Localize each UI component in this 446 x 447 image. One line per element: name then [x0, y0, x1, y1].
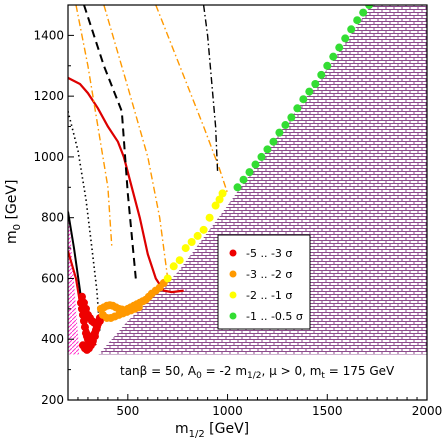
data-point-s2-3 [181, 244, 190, 253]
data-point-s3-7 [275, 128, 284, 137]
contour-line-4 [75, 5, 113, 249]
contour-line-5 [103, 5, 169, 279]
data-point-s3-22 [365, 5, 374, 9]
data-point-s3-0 [233, 183, 242, 192]
x-tick-label: 500 [116, 404, 139, 418]
x-tick-label: 1500 [312, 404, 343, 418]
data-point-s3-8 [281, 121, 290, 130]
data-point-s3-13 [311, 80, 320, 88]
plot-area [68, 5, 427, 400]
data-point-s2-9 [215, 195, 224, 204]
data-point-s3-14 [317, 70, 326, 79]
data-point-s0-36 [90, 332, 99, 341]
data-point-s3-21 [359, 8, 368, 17]
data-point-s1-30 [134, 303, 143, 312]
data-point-s0-20 [77, 292, 86, 301]
lep-band [68, 354, 427, 400]
data-point-s2-4 [187, 238, 196, 246]
chart-annotation: tanβ = 50, A0 = -2 m1/2, μ > 0, mt = 175… [120, 364, 395, 381]
data-point-s3-9 [287, 113, 296, 122]
legend: -5 .. -3 σ -3 .. -2 σ -2 .. -1 σ -1 .. -0.5… [217, 234, 311, 330]
legend-label-3: -1 .. -0.5 σ [246, 310, 303, 323]
legend-label-2: -2 .. -1 σ [246, 289, 292, 302]
data-point-s3-6 [269, 137, 278, 146]
legend-label-1: -3 .. -2 σ [246, 268, 292, 281]
y-tick-label: 1200 [33, 89, 64, 103]
contour-line-8 [202, 5, 219, 173]
data-point-s2-5 [193, 231, 202, 240]
legend-label-0: -5 .. -3 σ [246, 247, 292, 260]
data-point-s2-7 [205, 213, 214, 222]
data-point-s0-22 [81, 304, 90, 313]
contour-line-3 [83, 5, 137, 279]
data-point-s2-1 [169, 262, 178, 271]
y-tick-label: 800 [41, 211, 64, 225]
excluded-region [68, 5, 427, 400]
legend-marker-0 [229, 249, 237, 257]
data-point-s0-29 [95, 317, 104, 325]
x-axis-label: m1/2 [GeV] [175, 421, 249, 440]
legend-marker-2 [229, 291, 237, 299]
data-point-s3-5 [263, 145, 272, 154]
data-point-s3-12 [305, 87, 314, 96]
data-point-s2-0 [163, 274, 172, 283]
data-point-s3-11 [299, 95, 308, 104]
data-point-s3-10 [293, 104, 302, 113]
data-point-s3-19 [347, 25, 356, 34]
y-tick-label: 400 [41, 332, 64, 346]
data-point-s0-3 [79, 317, 88, 325]
legend-marker-3 [229, 312, 237, 320]
y-axis-label: m0 [GeV] [4, 180, 23, 244]
x-axis-ticks: 500 1000 1500 2000 [77, 394, 443, 418]
data-point-s3-1 [239, 175, 248, 184]
x-tick-label: 1000 [212, 404, 243, 418]
x-tick-label: 2000 [412, 404, 443, 418]
data-point-s3-3 [251, 160, 260, 169]
data-points [76, 5, 374, 354]
legend-marker-1 [229, 270, 237, 278]
data-point-s0-21 [79, 298, 88, 307]
left-excluded-region [68, 202, 79, 394]
data-point-s2-2 [175, 256, 184, 265]
data-point-s2-8 [211, 201, 220, 210]
data-point-s0-4 [80, 323, 89, 332]
y-axis-ticks: 200 400 600 800 1000 1200 1400 [33, 28, 74, 407]
data-point-s3-17 [335, 43, 344, 52]
y-tick-label: 200 [41, 393, 64, 407]
data-point-s3-18 [341, 34, 350, 43]
data-point-s3-20 [353, 16, 362, 25]
data-point-s3-2 [245, 168, 254, 177]
data-point-s3-4 [257, 152, 266, 161]
y-tick-label: 1400 [33, 28, 64, 42]
contour-line-6 [155, 5, 229, 194]
y-tick-label: 1000 [33, 150, 64, 164]
y-tick-label: 600 [41, 271, 64, 285]
data-point-s3-15 [323, 61, 332, 70]
data-point-s2-10 [218, 189, 227, 198]
contour-line-0 [68, 76, 184, 294]
data-point-s3-16 [329, 52, 338, 61]
data-point-s2-6 [199, 225, 208, 234]
